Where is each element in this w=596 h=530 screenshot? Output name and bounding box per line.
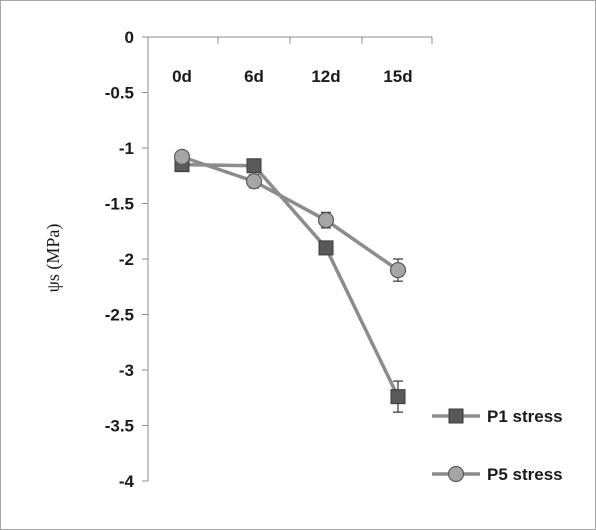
- x-category-label: 0d: [172, 67, 192, 86]
- data-point: [389, 262, 407, 279]
- y-tick-label: -0.5: [105, 84, 134, 103]
- y-tick-label: 0: [125, 28, 134, 47]
- legend-marker: [448, 408, 464, 424]
- axes: 0 -0.5 -1 -1.5 -2 -2.5 -3 -3.5 -4 0d 6d 12d 15d: [105, 28, 433, 491]
- legend-marker: [447, 465, 465, 483]
- y-tick-label: -3: [119, 361, 134, 380]
- y-tick-label: -4: [119, 472, 135, 491]
- y-tick-label: -2: [119, 250, 134, 269]
- data-point: [246, 158, 262, 174]
- data-point: [390, 389, 406, 405]
- y-tick-label: -2.5: [105, 306, 134, 325]
- y-tick-label: -1: [119, 139, 134, 158]
- y-tick-label: -3.5: [105, 417, 134, 436]
- y-axis-label: ψs (MPa): [43, 224, 64, 293]
- x-category-label: 12d: [311, 67, 340, 86]
- series-line: [181, 162, 400, 398]
- data-point: [317, 212, 335, 229]
- legend-label: P5 stress: [487, 465, 563, 484]
- data-point: [173, 148, 191, 165]
- data-point: [245, 173, 263, 190]
- legend-entry: P5 stress: [432, 465, 563, 484]
- x-category-label: 6d: [244, 67, 264, 86]
- series-layer: [173, 148, 407, 413]
- data-point: [318, 240, 334, 256]
- series: [174, 157, 406, 413]
- legend: P1 stress P5 stress: [432, 407, 563, 484]
- series-line: [181, 155, 399, 272]
- x-category-label: 15d: [383, 67, 412, 86]
- legend-label: P1 stress: [487, 407, 563, 426]
- legend-entry: P1 stress: [432, 407, 563, 426]
- series: [173, 148, 407, 282]
- y-tick-label: -1.5: [105, 195, 134, 214]
